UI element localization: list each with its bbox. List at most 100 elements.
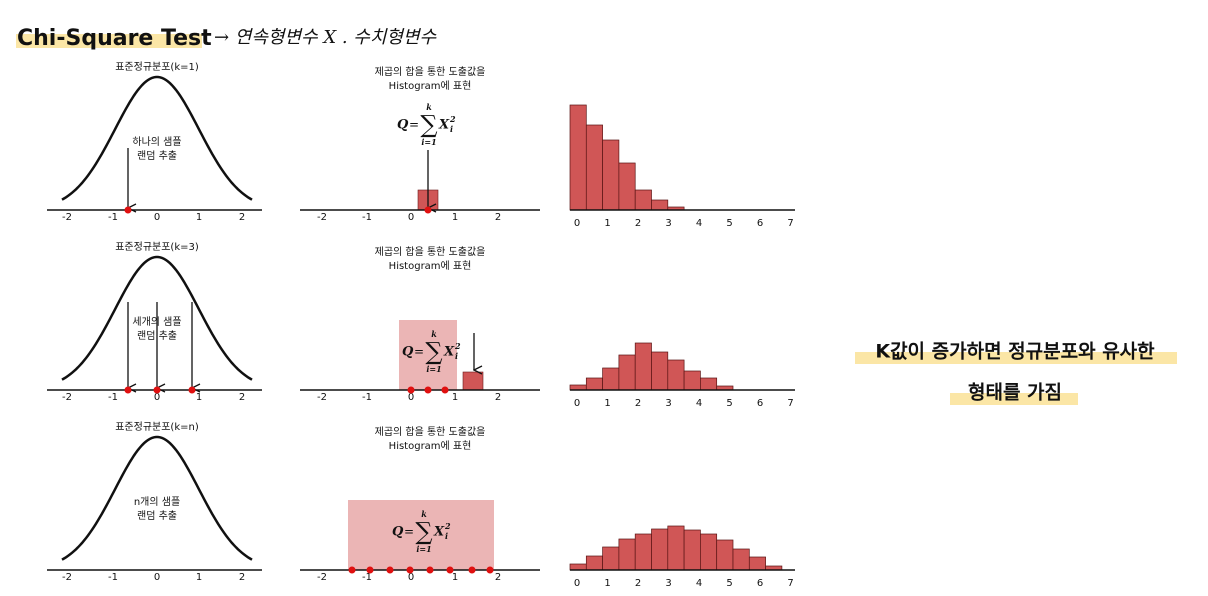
tick-label: 1 <box>196 392 202 403</box>
histogram-title: Histogram에 표현 <box>389 80 472 92</box>
histogram-bar <box>569 104 587 211</box>
tick-label: 3 <box>665 578 671 589</box>
normal-curve <box>61 255 253 381</box>
histogram-title: Histogram에 표현 <box>389 440 472 452</box>
tick-label: -1 <box>362 212 372 223</box>
histogram-bar <box>716 539 734 571</box>
tick-label: 6 <box>757 578 763 589</box>
sample-dot <box>424 386 432 394</box>
histogram-bar <box>602 367 620 391</box>
tick-label: 0 <box>574 398 580 409</box>
tick-label: -1 <box>362 572 372 583</box>
histogram-bar <box>683 370 701 391</box>
formula-sum: ∑ <box>425 338 442 366</box>
sum-box <box>348 500 494 570</box>
tick-label: 5 <box>726 578 732 589</box>
sample-dot <box>188 386 196 394</box>
histogram-bar <box>700 377 718 391</box>
histogram-bar <box>585 377 603 391</box>
formula-sup: 2 <box>444 521 451 531</box>
histogram-bar <box>618 538 636 571</box>
tick-label: 7 <box>787 398 793 409</box>
tick-label: -1 <box>108 572 118 583</box>
sample-dot <box>468 566 476 574</box>
histogram-bar <box>634 189 652 211</box>
tick-label: 2 <box>635 578 641 589</box>
tick-label: 2 <box>635 218 641 229</box>
conclusion: K값이 증가하면 정규분포와 유사한 <box>875 341 1155 363</box>
tick-label: 2 <box>635 398 641 409</box>
tick-label: 0 <box>574 578 580 589</box>
sum-box <box>399 320 457 390</box>
histogram-bar <box>585 124 603 211</box>
formula-sub: i <box>455 351 458 361</box>
tick-label: -2 <box>62 572 72 583</box>
formula-upper: k <box>421 509 427 519</box>
formula-sum: ∑ <box>420 111 437 139</box>
tick-label: 2 <box>239 572 245 583</box>
tick-label: -2 <box>317 212 327 223</box>
tick-label: 0 <box>154 212 160 223</box>
histogram-bar <box>651 528 669 571</box>
histogram-bar <box>602 546 620 571</box>
histogram-title: 제곱의 합을 통한 도출값을 <box>375 426 486 438</box>
formula-lower: i=1 <box>426 364 441 374</box>
formula-var: X <box>443 345 455 360</box>
histogram-title: 제곱의 합을 통한 도출값을 <box>375 66 486 78</box>
formula-sup: 2 <box>454 341 461 351</box>
formula-lower: i=1 <box>416 544 431 554</box>
formula-var: X <box>433 525 445 540</box>
title: Chi-Square Test <box>17 26 212 51</box>
annotation: → 연속형변수 X . 수치형변수 <box>214 27 438 48</box>
tick-label: 3 <box>665 218 671 229</box>
title-highlight <box>16 34 202 48</box>
histogram-bar <box>602 139 620 211</box>
conclusion-highlight <box>950 393 1078 405</box>
formula-sub: i <box>445 531 448 541</box>
tick-label: 7 <box>787 218 793 229</box>
tick-label: 2 <box>495 572 501 583</box>
formula-upper: k <box>426 102 432 112</box>
normal-title: 표준정규분포(k=1) <box>115 61 199 73</box>
sample-dot <box>441 386 449 394</box>
tick-label: 1 <box>196 212 202 223</box>
sample-dot <box>407 386 415 394</box>
tick-label: 0 <box>408 392 414 403</box>
tick-label: 1 <box>452 572 458 583</box>
sample-dot <box>426 566 434 574</box>
tick-label: 0 <box>408 572 414 583</box>
tick-label: 3 <box>665 398 671 409</box>
sample-dot <box>366 566 374 574</box>
formula-eq: = <box>409 118 419 132</box>
conclusion: 형태를 가짐 <box>968 382 1062 404</box>
normal-curve <box>61 75 253 201</box>
sample-dot <box>153 386 161 394</box>
sample-dot <box>124 386 132 394</box>
sample-dot <box>424 206 432 214</box>
formula-sub: i <box>450 124 453 134</box>
formula-eq: = <box>414 345 424 359</box>
tick-label: 1 <box>452 392 458 403</box>
histogram-bar <box>651 199 669 211</box>
sample-dot <box>348 566 356 574</box>
histogram-bar <box>634 342 652 391</box>
tick-label: 0 <box>154 572 160 583</box>
tick-label: 4 <box>696 398 702 409</box>
histogram-bar <box>585 555 603 571</box>
histogram-bar <box>748 556 766 571</box>
tick-label: 7 <box>787 578 793 589</box>
formula-q: Q <box>402 345 414 360</box>
tick-label: -1 <box>362 392 372 403</box>
sample-dot <box>446 566 454 574</box>
sample-dot <box>124 206 132 214</box>
tick-label: 1 <box>452 212 458 223</box>
sample-label: 하나의 샘플 <box>132 135 181 148</box>
tick-label: 0 <box>154 392 160 403</box>
histogram-title: 제곱의 합을 통한 도출값을 <box>375 246 486 258</box>
tick-label: 6 <box>757 218 763 229</box>
formula-eq: = <box>404 525 414 539</box>
histogram-bar <box>651 351 669 391</box>
formula-q: Q <box>397 118 409 133</box>
tick-label: 2 <box>495 212 501 223</box>
